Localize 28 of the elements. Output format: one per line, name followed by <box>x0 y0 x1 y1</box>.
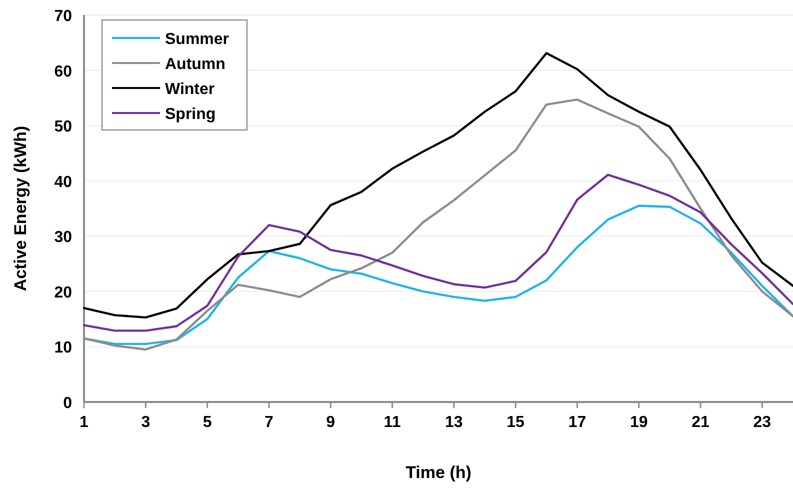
x-tick-label: 5 <box>202 414 212 431</box>
y-tick-label: 10 <box>54 340 72 357</box>
y-tick-label: 50 <box>54 118 72 136</box>
x-tick-label: 23 <box>753 414 772 431</box>
x-tick-label: 9 <box>326 414 336 431</box>
line-series <box>82 174 793 332</box>
legend-label: Autumn <box>165 56 226 73</box>
y-tick-label: 0 <box>63 395 72 412</box>
y-tick-label: 70 <box>54 8 72 25</box>
x-tick-label: 11 <box>384 414 401 431</box>
line-series <box>82 52 793 319</box>
x-tick-label: 1 <box>80 414 89 431</box>
x-axis-title: Time (h) <box>406 463 472 482</box>
legend-label: Winter <box>165 81 215 98</box>
x-tick-label: 15 <box>506 414 525 431</box>
x-tick-label: 3 <box>141 414 150 431</box>
y-tick-label: 60 <box>54 63 72 80</box>
legend-label: Spring <box>165 106 216 123</box>
y-tick-label: 40 <box>54 174 72 191</box>
x-tick-label: 13 <box>445 414 463 431</box>
x-tick-label: 17 <box>568 414 586 431</box>
y-axis-title: Active Energy (kWh) <box>11 126 30 292</box>
legend-label: Summer <box>165 31 230 48</box>
x-tick-label: 19 <box>630 414 648 431</box>
x-tick-label: 21 <box>692 414 710 431</box>
x-tick-label: 7 <box>264 414 274 431</box>
y-tick-label: 30 <box>54 229 72 246</box>
y-tick-label: 20 <box>54 284 72 302</box>
